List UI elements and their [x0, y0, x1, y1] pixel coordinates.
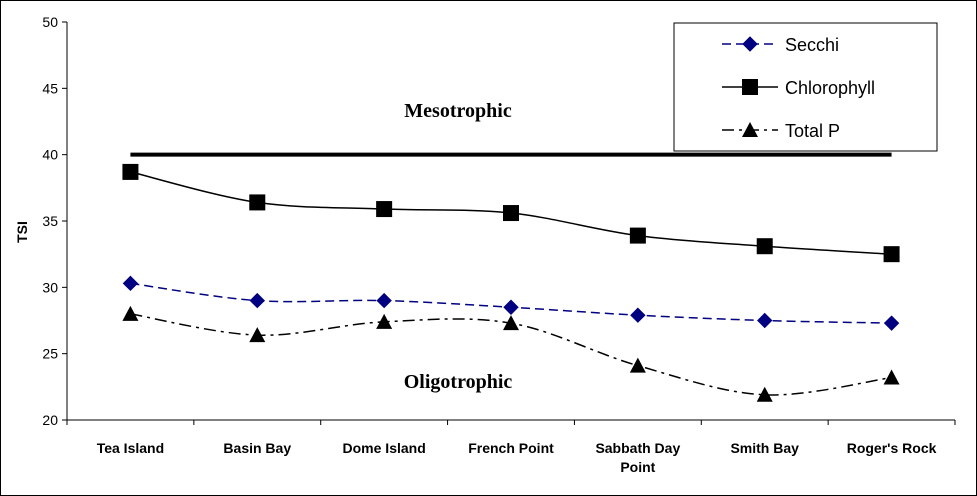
data-point	[630, 307, 646, 323]
y-tick-label: 20	[42, 412, 58, 428]
y-tick-label: 45	[42, 80, 58, 96]
y-axis-label: TSI	[14, 221, 30, 243]
x-tick-label: Dome Island	[343, 440, 426, 456]
legend-label: Chlorophyll	[785, 78, 875, 98]
x-tick-label: Roger's Rock	[847, 440, 937, 456]
data-point	[757, 312, 773, 329]
legend-marker	[742, 79, 758, 95]
legend-label: Secchi	[785, 35, 839, 55]
series-group	[122, 163, 900, 402]
y-tick-label: 35	[42, 213, 58, 229]
data-point	[756, 238, 773, 255]
data-point	[249, 292, 265, 309]
series-secchi	[122, 275, 900, 331]
data-point	[756, 386, 773, 402]
legend: Secchi Chlorophyll Total P	[673, 22, 938, 152]
y-ticks: 20 25 30 35 40 45 50	[42, 14, 67, 428]
x-tick-label: French Point	[468, 440, 554, 456]
x-tick-label: Smith Bay	[730, 440, 799, 456]
data-point	[249, 194, 266, 211]
data-point	[249, 327, 266, 343]
data-point	[883, 369, 900, 385]
legend-marker	[742, 122, 758, 137]
data-point	[122, 275, 139, 292]
legend-marker	[742, 36, 758, 52]
x-tick-label: Point	[620, 459, 655, 475]
legend-label: Total P	[785, 121, 840, 141]
data-point	[503, 205, 519, 222]
y-tick-label: 50	[42, 14, 58, 30]
annotation-oligotrophic: Oligotrophic	[404, 371, 513, 393]
x-tick-label: Tea Island	[97, 440, 164, 456]
series-total-p	[122, 305, 900, 402]
data-point	[503, 315, 519, 331]
data-point	[122, 305, 139, 321]
data-point	[376, 201, 393, 218]
annotation-mesotrophic: Mesotrophic	[404, 100, 512, 122]
data-point	[883, 315, 900, 331]
y-tick-label: 30	[42, 279, 58, 295]
series-chlorophyll	[122, 163, 900, 263]
legend-box	[673, 22, 938, 152]
data-point	[122, 163, 139, 180]
x-ticks: Tea Island Basin Bay Dome Island French Poi…	[66, 420, 956, 475]
data-point	[376, 313, 393, 329]
y-tick-label: 40	[42, 147, 58, 163]
data-point	[629, 357, 646, 373]
data-point	[629, 227, 646, 244]
y-tick-label: 25	[42, 346, 58, 362]
x-tick-label: Sabbath Day	[595, 440, 680, 456]
x-tick-label: Basin Bay	[223, 440, 291, 456]
data-point	[376, 292, 392, 309]
data-point	[883, 246, 900, 263]
data-point	[503, 299, 519, 315]
